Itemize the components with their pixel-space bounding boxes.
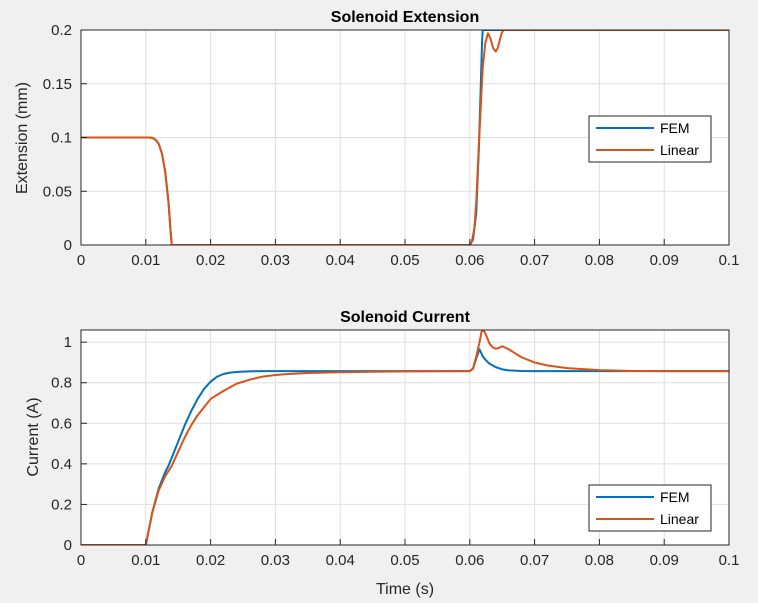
extension-xtick-label: 0.07 bbox=[520, 252, 549, 269]
current-ytick-label: 0.8 bbox=[51, 375, 72, 392]
current-xtick-label: 0.07 bbox=[520, 552, 549, 569]
current-legend: FEM Linear bbox=[589, 485, 711, 531]
current-legend-fem-label: FEM bbox=[660, 489, 690, 505]
current-ytick-label: 0 bbox=[64, 537, 72, 554]
current-ytick-label: 1 bbox=[64, 334, 72, 351]
extension-ytick-label: 0.2 bbox=[51, 22, 72, 39]
current-title: Solenoid Current bbox=[340, 309, 470, 326]
extension-legend: FEM Linear bbox=[589, 116, 711, 162]
current-xtick-label: 0.1 bbox=[719, 552, 740, 569]
extension-chart: 0 0.01 0.02 0.03 0.04 0.05 0.06 0.07 0.08 0.09 0.1… bbox=[14, 9, 739, 269]
extension-ytick-label: 0.15 bbox=[43, 76, 72, 93]
extension-ytick-label: 0.05 bbox=[43, 183, 72, 200]
extension-ylabel: Extension (mm) bbox=[14, 82, 31, 194]
extension-xtick-label: 0.01 bbox=[131, 252, 160, 269]
current-xtick-label: 0.08 bbox=[585, 552, 614, 569]
extension-xtick-label: 0.1 bbox=[719, 252, 740, 269]
current-chart: 0 0.01 0.02 0.03 0.04 0.05 0.06 0.07 0.08 0.09 0.1… bbox=[25, 309, 739, 598]
extension-title: Solenoid Extension bbox=[331, 9, 479, 26]
extension-xtick-label: 0.05 bbox=[390, 252, 419, 269]
extension-legend-linear-label: Linear bbox=[660, 142, 699, 158]
current-xtick-label: 0.06 bbox=[455, 552, 484, 569]
current-xtick-label: 0.05 bbox=[390, 552, 419, 569]
extension-xtick-label: 0.06 bbox=[455, 252, 484, 269]
current-xtick-label: 0 bbox=[77, 552, 85, 569]
extension-ytick-label: 0 bbox=[64, 237, 72, 254]
current-ytick-label: 0.6 bbox=[51, 415, 72, 432]
current-xlabel: Time (s) bbox=[376, 581, 434, 598]
extension-legend-fem-label: FEM bbox=[660, 120, 690, 136]
current-xtick-label: 0.02 bbox=[196, 552, 225, 569]
current-xtick-label: 0.03 bbox=[261, 552, 290, 569]
current-ylabel: Current (A) bbox=[25, 397, 42, 476]
extension-xtick-label: 0 bbox=[77, 252, 85, 269]
extension-ytick-label: 0.1 bbox=[51, 130, 72, 147]
current-ytick-label: 0.4 bbox=[51, 456, 72, 473]
current-ytick-label: 0.2 bbox=[51, 496, 72, 513]
extension-xtick-label: 0.03 bbox=[261, 252, 290, 269]
current-xtick-label: 0.04 bbox=[326, 552, 355, 569]
extension-xtick-label: 0.02 bbox=[196, 252, 225, 269]
extension-xtick-label: 0.08 bbox=[585, 252, 614, 269]
current-legend-linear-label: Linear bbox=[660, 511, 699, 527]
extension-xtick-label: 0.09 bbox=[650, 252, 679, 269]
extension-xtick-label: 0.04 bbox=[326, 252, 355, 269]
current-xtick-label: 0.09 bbox=[650, 552, 679, 569]
current-xtick-label: 0.01 bbox=[131, 552, 160, 569]
